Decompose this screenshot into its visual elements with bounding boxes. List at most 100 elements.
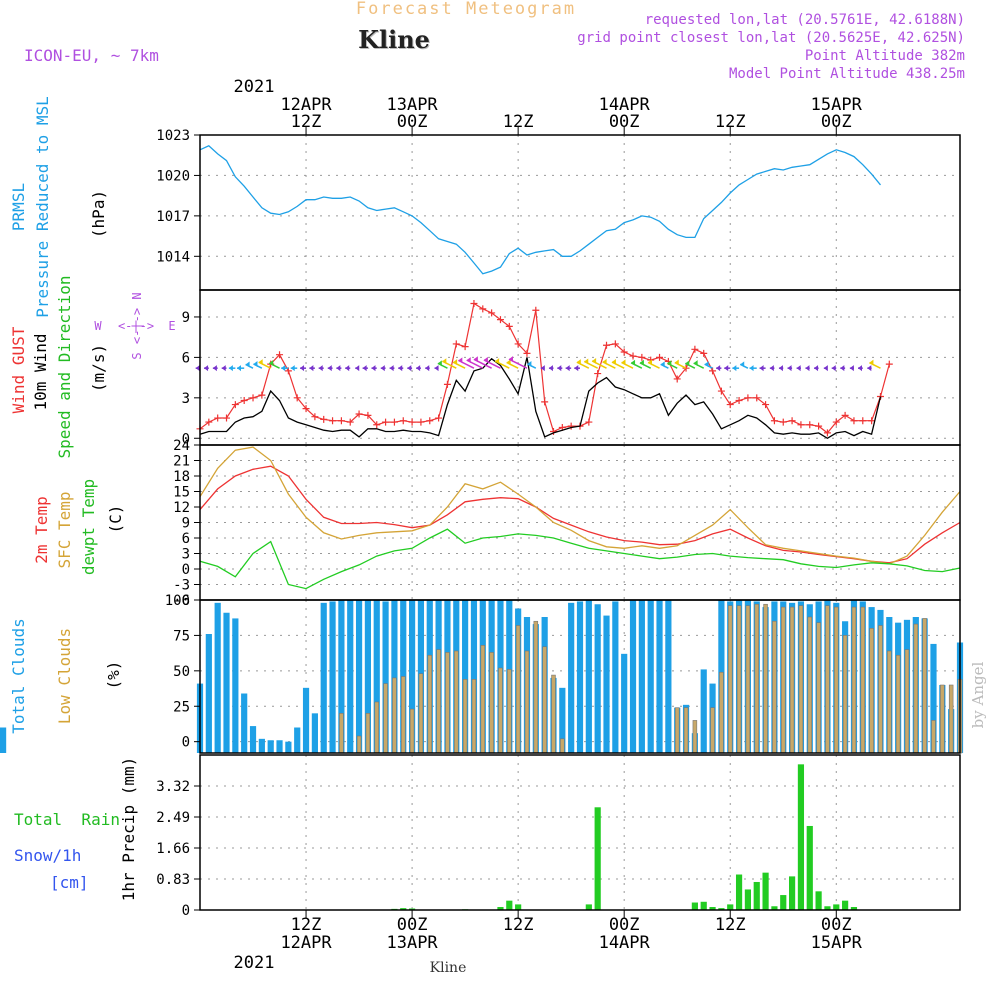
gust-marker — [329, 417, 337, 425]
low-cloud-bar — [860, 606, 866, 754]
precip-label-rain: Total Rain — [14, 810, 120, 829]
gust-marker — [258, 391, 266, 399]
wind-direction-head — [300, 365, 305, 372]
top-time-label: 12Z — [503, 112, 534, 132]
ytick-label-temperature: 12 — [173, 500, 190, 516]
gust-marker — [337, 417, 345, 425]
gust-marker — [673, 375, 681, 383]
low-cloud-bar — [772, 620, 777, 754]
gust-marker — [426, 417, 434, 425]
wind-direction-head — [269, 360, 274, 367]
gust-marker — [205, 418, 213, 426]
rain-bar — [780, 895, 787, 910]
pressure-label-prmsl: PRMSL — [9, 183, 28, 231]
gust-marker — [382, 418, 390, 426]
total-cloud-bar — [214, 602, 221, 753]
total-cloud-bar — [249, 726, 257, 753]
low-cloud-bar — [913, 623, 919, 754]
gust-marker — [214, 414, 222, 422]
wind-direction-head — [857, 365, 862, 372]
wind-line — [199, 357, 882, 440]
rain-bar — [718, 908, 725, 910]
wind-direction-head — [195, 365, 200, 372]
ytick-label-temperature: 24 — [173, 438, 190, 454]
gust-marker — [611, 340, 619, 348]
gust-marker — [841, 411, 849, 419]
wind-direction-head — [557, 365, 562, 372]
wind-direction-head — [483, 356, 488, 363]
bottom-time-label: 12Z — [291, 915, 322, 935]
gust-marker — [682, 364, 690, 372]
rain-bar — [753, 881, 760, 910]
panel-clouds-frame — [199, 599, 961, 754]
wind-direction-head — [527, 360, 532, 367]
low-cloud-bar — [507, 669, 512, 754]
gust-marker — [302, 405, 310, 413]
wind-direction-head — [840, 365, 845, 372]
wind-direction-head — [508, 356, 513, 363]
gust-marker — [656, 353, 664, 361]
low-cloud-bar — [869, 628, 874, 754]
ytick-label-precipitation: 2.49 — [156, 810, 190, 826]
total-cloud-bar — [355, 600, 363, 753]
bottom-time-label: 15APR — [811, 933, 863, 953]
low-cloud-bar — [825, 605, 830, 754]
compass-n: N — [130, 292, 144, 299]
total-cloud-bar — [373, 600, 380, 753]
gust-marker — [859, 417, 867, 425]
low-cloud-bar — [948, 684, 954, 754]
gust-marker — [779, 418, 787, 426]
low-cloud-bar — [719, 671, 724, 754]
ytick-label-temperature: 6 — [182, 531, 190, 547]
pressure-line — [199, 145, 882, 275]
gust-marker — [223, 414, 231, 422]
top-time-label: 00Z — [821, 112, 852, 132]
low-cloud-bar — [692, 720, 698, 754]
total-cloud-bar — [302, 687, 310, 753]
top-time-label: 00Z — [397, 112, 428, 132]
rain-bar — [400, 908, 407, 910]
ytick-label-temperature: 15 — [173, 485, 190, 501]
low-cloud-bar — [798, 605, 804, 754]
wind-direction-head — [345, 365, 350, 372]
gust-marker — [390, 418, 398, 426]
low-cloud-bar — [436, 649, 441, 754]
gust-marker — [541, 398, 549, 406]
low-cloud-bar — [356, 735, 362, 754]
wind-direction-head — [548, 365, 553, 372]
gust-marker — [691, 345, 699, 353]
precip-label-snow: Snow/1h — [14, 846, 81, 865]
ytick-label-temperature: -6 — [173, 593, 190, 609]
watermark: by Angel — [969, 661, 987, 728]
wind-direction-head — [867, 365, 872, 372]
compass-arrows: <-|-> — [130, 308, 144, 344]
low-cloud-bar — [904, 649, 910, 754]
gust-marker — [373, 421, 381, 429]
wind-direction-head — [869, 359, 874, 366]
rain-bar — [727, 904, 734, 910]
top-time-label: 14APR — [599, 95, 651, 115]
low-cloud-bar — [745, 605, 751, 754]
gust-marker — [532, 306, 540, 314]
low-cloud-bar — [409, 708, 415, 754]
ytick-label-temperature: 0 — [182, 562, 190, 578]
wind-direction-head — [204, 365, 209, 372]
low-cloud-bar — [683, 707, 689, 754]
low-cloud-bar — [524, 650, 530, 754]
ytick-label-clouds: 25 — [173, 699, 190, 715]
low-cloud-bar — [940, 684, 945, 754]
wind-direction-head — [740, 361, 745, 368]
wind-direction-head — [648, 359, 653, 366]
total-cloud-bar — [612, 601, 619, 753]
gust-marker — [523, 349, 531, 357]
total-cloud-bar — [267, 740, 274, 753]
wind-direction-head — [425, 365, 430, 372]
wind-direction-head — [787, 365, 792, 372]
low-cloud-bar — [365, 713, 371, 754]
wind-direction-head — [495, 358, 500, 365]
wind-direction-head — [778, 365, 783, 372]
low-cloud-bar — [834, 606, 839, 754]
low-cloud-bar — [489, 652, 494, 754]
wind-direction-head — [796, 365, 801, 372]
